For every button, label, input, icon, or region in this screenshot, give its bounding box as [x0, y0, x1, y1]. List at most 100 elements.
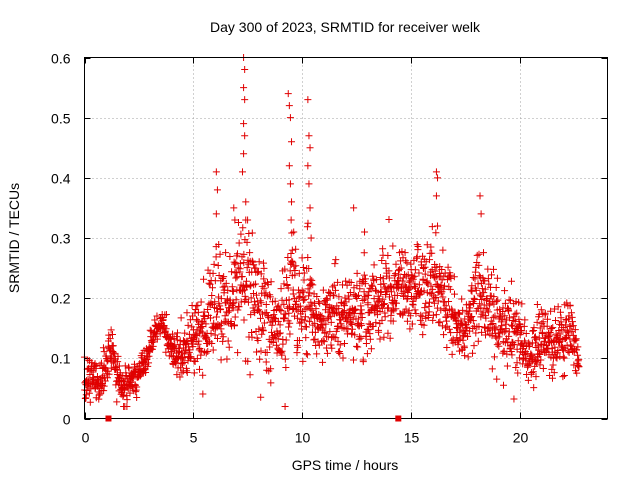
data-point	[347, 319, 355, 327]
x-tick-label: 20	[513, 430, 529, 446]
data-point	[125, 363, 133, 371]
data-point	[354, 343, 362, 351]
data-point	[469, 317, 477, 325]
data-point	[332, 286, 340, 294]
data-point	[82, 391, 90, 399]
data-point	[145, 359, 153, 367]
data-point	[539, 365, 547, 373]
data-point	[280, 280, 288, 288]
data-point	[454, 341, 462, 349]
data-point	[225, 343, 233, 351]
data-point	[573, 369, 581, 377]
data-point	[480, 289, 488, 297]
data-point	[440, 285, 448, 293]
y-tick-label: 0.3	[51, 231, 71, 247]
data-point	[146, 326, 154, 334]
data-point	[306, 144, 314, 152]
data-point	[197, 298, 205, 306]
data-point	[220, 273, 228, 281]
data-point	[148, 345, 156, 353]
data-point	[248, 333, 256, 341]
data-point	[407, 283, 415, 291]
data-point	[555, 339, 563, 347]
data-point	[277, 285, 285, 293]
data-point	[294, 343, 302, 351]
data-point	[409, 301, 417, 309]
data-point	[560, 354, 568, 362]
data-point	[406, 325, 414, 333]
data-point	[275, 330, 283, 338]
data-point	[385, 267, 393, 275]
data-point	[470, 299, 478, 307]
data-point	[421, 263, 429, 271]
data-point	[426, 256, 434, 264]
data-point	[541, 337, 549, 345]
x-tick-label: 0	[82, 430, 90, 446]
data-point	[241, 96, 249, 104]
data-point	[192, 330, 200, 338]
data-point	[518, 300, 526, 308]
data-point	[423, 241, 431, 249]
data-point	[482, 331, 490, 339]
data-point	[478, 293, 486, 301]
data-point	[485, 301, 493, 309]
data-point	[204, 266, 212, 274]
data-point	[380, 333, 388, 341]
data-point	[138, 349, 146, 357]
data-point	[258, 330, 266, 338]
data-point	[100, 387, 108, 395]
data-point	[110, 356, 118, 364]
data-point	[499, 349, 507, 357]
data-point	[476, 292, 484, 300]
data-point	[429, 311, 437, 319]
data-point	[531, 358, 539, 366]
data-point	[167, 334, 175, 342]
data-point	[305, 292, 313, 300]
data-point	[541, 309, 549, 317]
data-point	[511, 317, 519, 325]
data-point	[237, 230, 245, 238]
data-point	[292, 245, 300, 253]
data-point	[397, 284, 405, 292]
data-point	[129, 375, 137, 383]
data-point	[145, 352, 153, 360]
data-point	[232, 269, 240, 277]
data-point	[264, 312, 272, 320]
data-point	[515, 315, 523, 323]
data-point	[215, 272, 223, 280]
data-point	[183, 309, 191, 317]
data-point	[282, 310, 290, 318]
data-point	[347, 279, 355, 287]
data-point	[567, 309, 575, 317]
data-point	[442, 307, 450, 315]
data-point	[262, 358, 270, 366]
data-point	[304, 285, 312, 293]
data-point	[257, 270, 265, 278]
data-point	[420, 287, 428, 295]
data-point	[438, 276, 446, 284]
data-point	[184, 321, 192, 329]
data-point	[559, 353, 567, 361]
data-point	[439, 293, 447, 301]
data-point	[231, 216, 239, 224]
data-point	[125, 364, 133, 372]
data-point	[191, 309, 199, 317]
data-point	[574, 351, 582, 359]
data-point	[320, 316, 328, 324]
data-point	[106, 354, 114, 362]
data-point	[234, 306, 242, 314]
data-point	[162, 311, 170, 319]
data-point	[427, 282, 435, 290]
data-point	[514, 337, 522, 345]
data-point	[520, 322, 528, 330]
data-point	[471, 296, 479, 304]
data-point	[187, 353, 195, 361]
data-point	[214, 261, 222, 269]
data-point	[506, 314, 514, 322]
data-point	[505, 332, 513, 340]
data-point	[240, 84, 248, 92]
data-point	[121, 362, 129, 370]
data-point	[464, 333, 472, 341]
data-point	[422, 299, 430, 307]
data-point	[285, 309, 293, 317]
